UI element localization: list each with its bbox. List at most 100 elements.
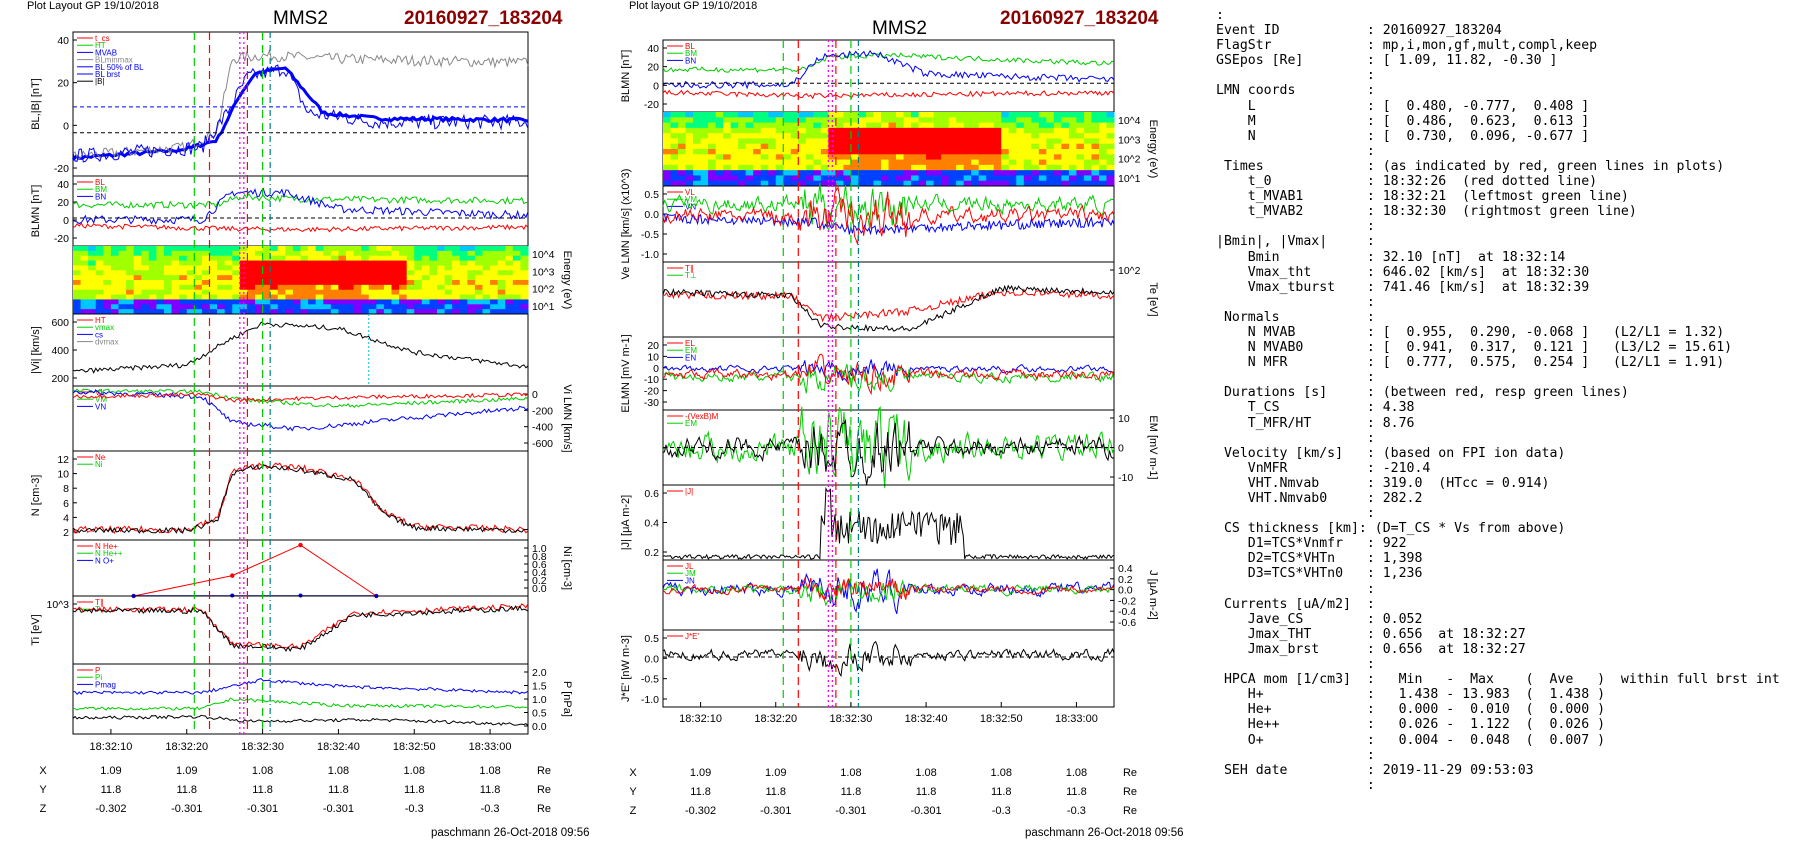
bm-line — [72, 192, 529, 210]
spectrogram-cell — [110, 270, 119, 276]
spectrogram-cell — [790, 143, 799, 150]
spectrogram-cell — [911, 143, 920, 150]
spectrogram-cell — [1038, 127, 1047, 134]
spectrogram-cell — [993, 138, 1002, 145]
spectrogram-cell — [685, 149, 694, 155]
spectrogram-cell — [285, 255, 294, 262]
spectrogram-cell — [315, 275, 324, 281]
legend-entry: VM — [95, 395, 107, 404]
spectrogram-cell — [505, 284, 514, 291]
param-line: : — [1216, 581, 1375, 597]
spectrogram-cell — [903, 170, 912, 176]
spectrogram-cell — [948, 112, 957, 118]
spectrogram-cell — [255, 289, 264, 296]
spectrogram-cell — [353, 289, 362, 296]
spectrogram-cell — [941, 112, 950, 118]
ve-n-line — [662, 186, 1115, 245]
param-line: : — [1216, 370, 1375, 386]
spectrogram-cell — [520, 250, 529, 257]
y-tick-label: 10^2 — [1118, 154, 1141, 166]
spectrogram-cell — [353, 246, 362, 252]
spectrogram-cell — [1001, 127, 1010, 134]
spectrogram-cell — [941, 154, 950, 161]
spectrogram-cell — [1083, 122, 1092, 129]
spectrogram-cell — [956, 138, 965, 145]
spectrogram-cell — [805, 170, 814, 176]
spectrogram-cell — [330, 246, 339, 252]
spectrogram-cell — [775, 180, 784, 187]
position-value: 1.08 — [915, 767, 936, 779]
spectrogram-cell — [685, 175, 694, 182]
spectrogram-cell — [783, 154, 792, 161]
spectrogram-cell — [896, 154, 905, 161]
spectrogram-cell — [730, 143, 739, 150]
spectrogram-cell — [820, 164, 829, 171]
spectrogram-cell — [790, 164, 799, 171]
spectrogram-cell — [820, 122, 829, 129]
spectrogram-cell — [217, 260, 226, 266]
spectrogram-cell — [813, 138, 822, 145]
spectrogram-cell — [399, 280, 408, 286]
spectrogram-cell — [338, 270, 347, 276]
spectrogram-cell — [993, 143, 1002, 150]
spectrogram-cell — [323, 270, 332, 276]
spectrogram-cell — [700, 112, 709, 118]
spectrogram-cell — [315, 304, 324, 310]
spectrogram-cell — [820, 170, 829, 176]
spectrogram-cell — [805, 117, 814, 124]
spectrogram-cell — [723, 175, 732, 182]
spectrogram-cell — [738, 117, 747, 124]
x-tick-label: 18:33:00 — [1055, 713, 1098, 725]
spectrogram-cell — [383, 270, 392, 276]
spectrogram-cell — [1061, 180, 1070, 187]
param-line: SEH date : 2019-11-29 09:53:03 — [1216, 762, 1534, 778]
spectrogram-cell — [1076, 117, 1085, 124]
spectrogram-cell — [292, 250, 301, 257]
spectrogram-cell — [141, 280, 150, 286]
spectrogram-cell — [376, 294, 385, 300]
spectrogram-cell — [95, 255, 104, 262]
spectrogram-cell — [926, 164, 935, 171]
spectrogram-cell — [978, 154, 987, 161]
spectrogram-cell — [164, 299, 173, 305]
spectrogram-cell — [179, 304, 188, 310]
spectrogram-cell — [978, 149, 987, 155]
spectrogram-cell — [1001, 122, 1010, 129]
spectrogram-cell — [1031, 159, 1040, 166]
vn-line — [72, 392, 529, 403]
spectrogram-cell — [693, 112, 702, 118]
spectrogram-cell — [1001, 175, 1010, 182]
spectrogram-cell — [497, 275, 506, 281]
spectrogram-cell — [730, 159, 739, 166]
legend-entry: |B| — [95, 77, 105, 86]
spectrogram-cell — [201, 309, 210, 315]
spectrogram-cell — [277, 270, 286, 276]
x-tick-label: 18:32:30 — [830, 713, 873, 725]
spectrogram-cell — [768, 138, 777, 145]
spectrogram-cell — [444, 309, 453, 315]
spectrogram-cell — [126, 294, 135, 300]
spectrogram-cell — [224, 289, 233, 296]
spectrogram-cell — [828, 175, 837, 182]
spectrogram-cell — [482, 289, 491, 296]
spectrogram-cell — [850, 112, 859, 118]
spectrogram-cell — [948, 149, 957, 155]
spectrogram-cell — [270, 294, 279, 300]
y-tick-label: 0.4 — [644, 518, 659, 530]
spectrogram-cell — [1061, 164, 1070, 171]
spectrogram-cell — [798, 180, 807, 187]
spectrogram-cell — [80, 265, 89, 271]
bn-line — [662, 89, 1115, 100]
spectrogram-cell — [255, 309, 264, 315]
spectrogram-cell — [429, 304, 438, 310]
spectrogram-cell — [103, 275, 112, 281]
spectrogram-cell — [798, 149, 807, 155]
spectrogram-cell — [452, 280, 461, 286]
spectrogram-cell — [1053, 133, 1062, 139]
spectrogram-cell — [775, 170, 784, 176]
spectrogram-cell — [201, 265, 210, 271]
spectrogram-cell — [520, 246, 529, 252]
spectrogram-cell — [820, 154, 829, 161]
